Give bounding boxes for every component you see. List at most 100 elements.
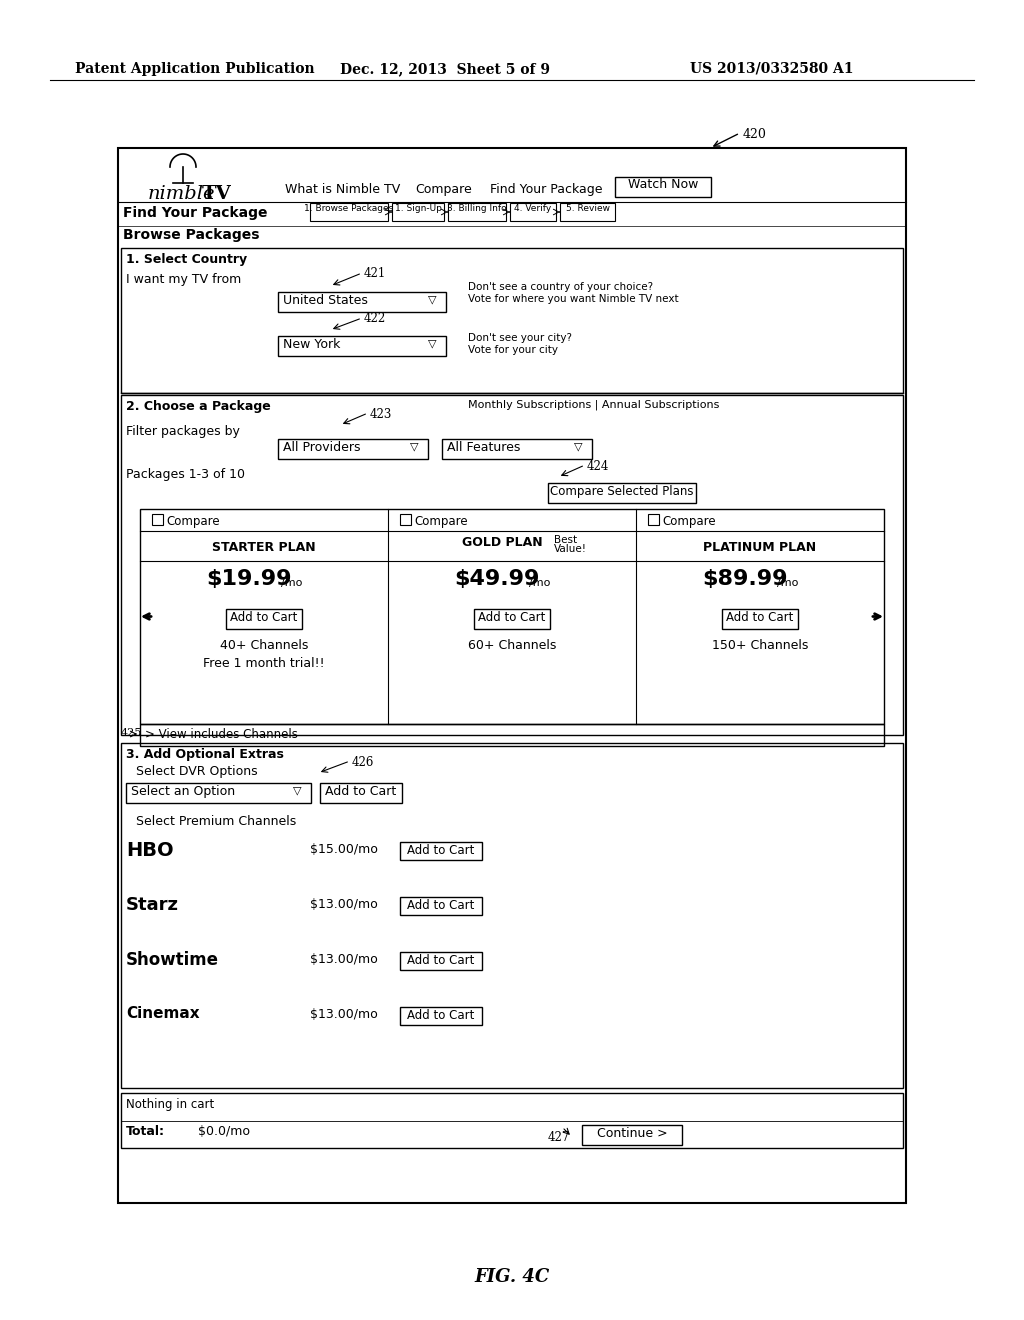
Text: I want my TV from: I want my TV from [126, 273, 242, 286]
Text: ▽: ▽ [574, 441, 583, 451]
Bar [278, 292, 446, 312]
Text: 4. Verify: 4. Verify [514, 205, 552, 213]
Text: 1. Browse Packages: 1. Browse Packages [304, 205, 393, 213]
Text: $13.00/mo: $13.00/mo [310, 953, 378, 966]
Bar [648, 513, 659, 525]
Text: $13.00/mo: $13.00/mo [310, 898, 378, 911]
Text: 426: 426 [352, 756, 375, 770]
Text: Vote for where you want Nimble TV next: Vote for where you want Nimble TV next [468, 294, 679, 304]
Text: Compare: Compare [662, 515, 716, 528]
Bar [226, 609, 302, 630]
Text: Compare Selected Plans: Compare Selected Plans [550, 484, 693, 498]
Text: Compare: Compare [415, 183, 472, 195]
Text: 427: 427 [548, 1131, 570, 1144]
Text: /mo: /mo [281, 578, 302, 587]
Text: Add to Cart: Add to Cart [408, 899, 475, 912]
Text: Select Premium Channels: Select Premium Channels [136, 814, 296, 828]
Text: What is Nimble TV: What is Nimble TV [285, 183, 400, 195]
Bar [121, 1093, 903, 1148]
Text: 423: 423 [370, 408, 392, 421]
Text: TV: TV [202, 185, 231, 203]
Bar [560, 203, 615, 220]
Text: Add to Cart: Add to Cart [326, 785, 396, 799]
Bar [722, 609, 798, 630]
Text: Patent Application Publication: Patent Application Publication [75, 62, 314, 77]
Bar [510, 203, 556, 220]
Text: All Features: All Features [447, 441, 520, 454]
Text: 425: 425 [121, 729, 142, 738]
Text: Compare: Compare [414, 515, 468, 528]
Text: Compare: Compare [166, 515, 219, 528]
Bar [310, 203, 388, 220]
Bar [319, 783, 402, 803]
Text: Showtime: Showtime [126, 950, 219, 969]
Bar [474, 609, 550, 630]
Text: New York: New York [283, 338, 340, 351]
Text: 3. Billing Info: 3. Billing Info [447, 205, 507, 213]
Text: FIG. 4C: FIG. 4C [474, 1269, 550, 1286]
Bar [400, 842, 482, 861]
Text: Add to Cart: Add to Cart [408, 843, 475, 857]
Text: Continue >: Continue > [597, 1127, 668, 1140]
Text: United States: United States [283, 294, 368, 308]
Text: Add to Cart: Add to Cart [230, 611, 298, 624]
Bar [278, 440, 428, 459]
Text: Don't see a country of your choice?: Don't see a country of your choice? [468, 282, 653, 292]
Text: ▽: ▽ [428, 294, 436, 304]
Bar [140, 723, 884, 746]
Text: 150+ Channels: 150+ Channels [712, 639, 808, 652]
Text: Select an Option: Select an Option [131, 785, 236, 799]
Text: 1. Select Country: 1. Select Country [126, 253, 247, 267]
Bar [278, 337, 446, 356]
Text: $0.0/mo: $0.0/mo [198, 1125, 250, 1138]
Text: Add to Cart: Add to Cart [478, 611, 546, 624]
Text: $15.00/mo: $15.00/mo [310, 843, 378, 855]
Bar [121, 395, 903, 735]
Bar [615, 177, 711, 197]
Text: /mo: /mo [777, 578, 799, 587]
Text: Value!: Value! [554, 544, 587, 554]
Bar [121, 248, 903, 393]
Text: Monthly Subscriptions | Annual Subscriptions: Monthly Subscriptions | Annual Subscript… [468, 400, 720, 411]
Text: All Providers: All Providers [283, 441, 360, 454]
Text: 421: 421 [364, 267, 386, 280]
Bar [548, 483, 696, 503]
Text: US 2013/0332580 A1: US 2013/0332580 A1 [690, 62, 853, 77]
Text: 40+ Channels: 40+ Channels [220, 639, 308, 652]
Bar [582, 1125, 682, 1144]
Bar [152, 513, 163, 525]
Text: Add to Cart: Add to Cart [408, 954, 475, 968]
Bar [400, 952, 482, 970]
Text: Nothing in cart: Nothing in cart [126, 1098, 214, 1111]
Text: Dec. 12, 2013  Sheet 5 of 9: Dec. 12, 2013 Sheet 5 of 9 [340, 62, 550, 77]
Text: ▽: ▽ [428, 338, 436, 348]
Text: Best: Best [554, 535, 578, 545]
Text: Watch Now: Watch Now [628, 178, 698, 191]
Text: ▽: ▽ [410, 441, 419, 451]
Text: Starz: Starz [126, 896, 179, 913]
Text: Total:: Total: [126, 1125, 165, 1138]
Text: 60+ Channels: 60+ Channels [468, 639, 556, 652]
Text: Filter packages by: Filter packages by [126, 425, 240, 438]
Text: STARTER PLAN: STARTER PLAN [212, 541, 315, 554]
Bar [392, 203, 444, 220]
Bar [449, 203, 506, 220]
Text: 3. Add Optional Extras: 3. Add Optional Extras [126, 748, 284, 762]
Text: Browse Packages: Browse Packages [123, 228, 259, 242]
Text: Add to Cart: Add to Cart [726, 611, 794, 624]
Text: PLATINUM PLAN: PLATINUM PLAN [703, 541, 816, 554]
Text: Don't see your city?: Don't see your city? [468, 333, 572, 343]
Bar [121, 743, 903, 1088]
Text: Packages 1-3 of 10: Packages 1-3 of 10 [126, 469, 245, 480]
Bar [400, 513, 411, 525]
Text: 420: 420 [743, 128, 767, 141]
Text: $49.99: $49.99 [455, 569, 540, 589]
Bar [442, 440, 592, 459]
Text: Free 1 month trial!!: Free 1 month trial!! [203, 657, 325, 671]
Text: Select DVR Options: Select DVR Options [136, 766, 258, 777]
Text: nimble: nimble [148, 185, 215, 203]
Text: HBO: HBO [126, 841, 174, 861]
Text: > View includes Channels: > View includes Channels [145, 729, 298, 741]
Text: ▽: ▽ [293, 785, 301, 795]
Text: $19.99: $19.99 [206, 569, 292, 589]
